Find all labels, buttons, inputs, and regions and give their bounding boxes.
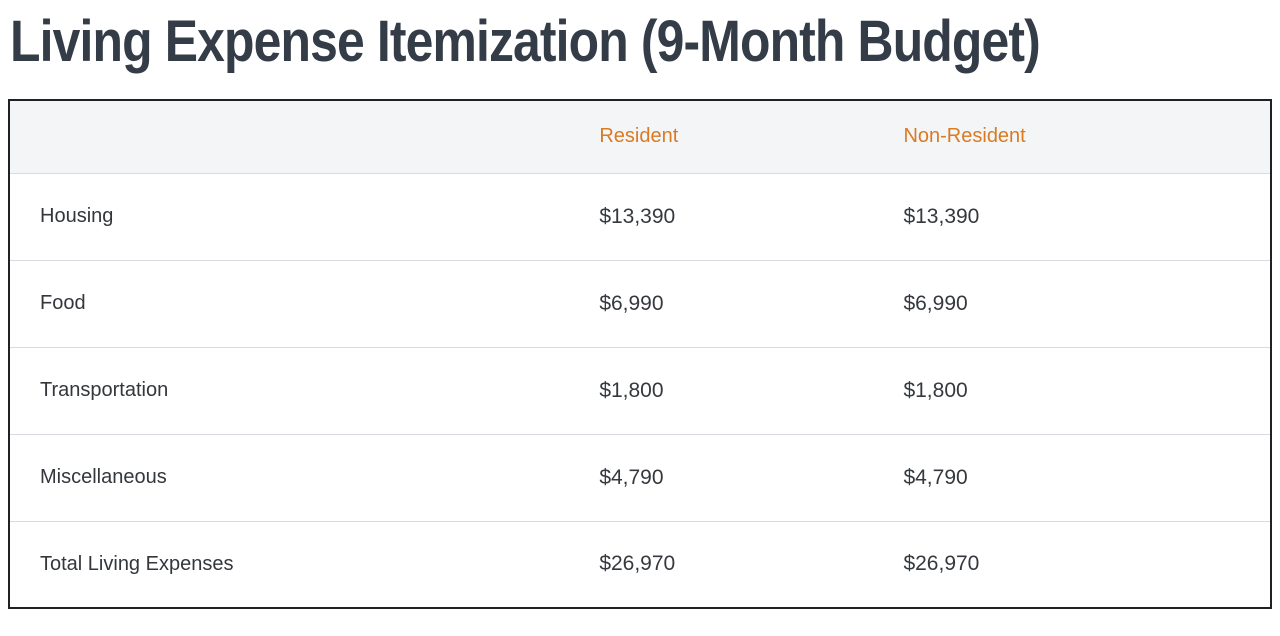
table-row: Miscellaneous $4,790 $4,790 bbox=[9, 433, 1271, 521]
resident-value: $26,970 bbox=[569, 520, 874, 608]
table-row: Housing $13,390 $13,390 bbox=[9, 172, 1271, 260]
table-row: Total Living Expenses $26,970 $26,970 bbox=[9, 520, 1271, 608]
row-label: Transportation bbox=[9, 346, 570, 434]
living-expense-table: Resident Non-Resident Housing $13,390 $1… bbox=[8, 99, 1272, 609]
table-row: Food $6,990 $6,990 bbox=[9, 259, 1271, 347]
resident-value: $6,990 bbox=[569, 259, 874, 347]
column-header-item bbox=[9, 100, 570, 173]
column-header-non-resident: Non-Resident bbox=[873, 100, 1271, 173]
page-title: Living Expense Itemization (9-Month Budg… bbox=[10, 9, 1041, 74]
non-resident-value: $6,990 bbox=[873, 259, 1271, 347]
table-row: Transportation $1,800 $1,800 bbox=[9, 346, 1271, 434]
title-area: Living Expense Itemization (9-Month Budg… bbox=[0, 0, 1280, 72]
resident-value: $13,390 bbox=[569, 172, 874, 260]
non-resident-value: $4,790 bbox=[873, 433, 1271, 521]
non-resident-value: $1,800 bbox=[873, 346, 1271, 434]
row-label: Food bbox=[9, 259, 570, 347]
column-header-resident: Resident bbox=[569, 100, 874, 173]
row-label: Total Living Expenses bbox=[9, 520, 570, 608]
table-header-row: Resident Non-Resident bbox=[9, 100, 1271, 173]
resident-value: $4,790 bbox=[569, 433, 874, 521]
resident-value: $1,800 bbox=[569, 346, 874, 434]
row-label: Housing bbox=[9, 172, 570, 260]
non-resident-value: $26,970 bbox=[873, 520, 1271, 608]
non-resident-value: $13,390 bbox=[873, 172, 1271, 260]
row-label: Miscellaneous bbox=[9, 433, 570, 521]
